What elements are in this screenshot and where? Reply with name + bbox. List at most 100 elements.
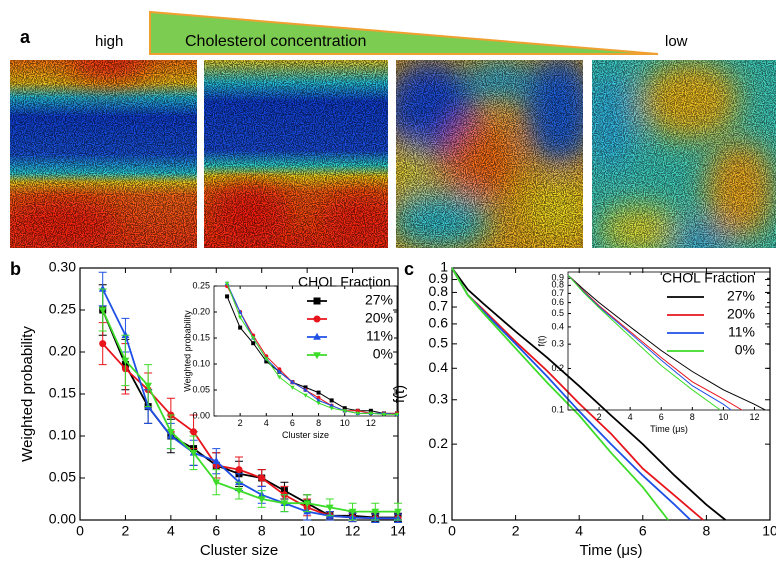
x-tick-label: 0 — [76, 523, 84, 539]
series-line — [103, 310, 398, 518]
y-tick-label: 0.2 — [551, 363, 564, 373]
legend-label: 0% — [373, 346, 393, 362]
x-tick-label: 4 — [575, 523, 583, 539]
y-axis-label: Weighted probability — [182, 310, 192, 392]
legend-marker — [314, 298, 321, 305]
series-line — [103, 344, 398, 519]
x-tick-label: 8 — [703, 523, 711, 539]
y-tick-label: 0.7 — [429, 298, 449, 314]
x-tick-label: 10 — [340, 418, 350, 428]
series-line — [452, 268, 726, 520]
marker — [236, 466, 243, 473]
x-tick-label: 10 — [762, 523, 776, 539]
wedge-label: Cholesterol concentration — [185, 33, 366, 50]
y-tick-label: 0.15 — [192, 332, 210, 342]
marker — [99, 340, 106, 347]
legend-label: 11% — [728, 324, 755, 340]
x-tick-label: 4 — [628, 412, 633, 422]
y-tick-label: 0.3 — [429, 390, 449, 406]
heatmap — [204, 60, 400, 248]
y-tick-label: 0.5 — [551, 308, 564, 318]
x-tick-label: 2 — [512, 523, 520, 539]
y-tick-label: 0.4 — [429, 359, 449, 375]
marker — [190, 428, 197, 435]
y-tick-label: 0.3 — [551, 339, 564, 349]
x-tick-label: 12 — [345, 523, 361, 539]
y-tick-label: 0.00 — [49, 511, 76, 527]
y-tick-label: 0.6 — [551, 297, 564, 307]
x-tick-label: 6 — [212, 523, 220, 539]
y-tick-label: 0.9 — [551, 273, 564, 283]
marker — [330, 398, 334, 402]
panel-label: a — [20, 27, 31, 47]
x-tick-label: 8 — [258, 523, 266, 539]
series-line — [103, 289, 398, 518]
x-tick-label: 0 — [448, 523, 456, 539]
y-tick-label: 0.00 — [192, 410, 210, 420]
marker — [225, 294, 229, 298]
y-axis-label: Weighted probability — [19, 326, 36, 462]
x-tick-label: 8 — [316, 418, 321, 428]
legend-label: 27% — [365, 292, 393, 308]
plot-frame — [452, 268, 770, 520]
figure: a high Cholesterol concentration low 0 2 4… — [0, 0, 776, 564]
x-tick-label: 2 — [122, 523, 130, 539]
y-tick-label: 0.15 — [49, 385, 76, 401]
legend-label: 27% — [727, 288, 755, 304]
y-tick-label: 0.25 — [192, 280, 210, 290]
x-axis-label: Cluster size — [200, 542, 278, 559]
x-tick-label: 4 — [167, 523, 175, 539]
x-tick-label: 14 — [390, 523, 406, 539]
y-tick-label: 0.1 — [429, 511, 449, 527]
x-tick-label: 6 — [290, 418, 295, 428]
marker — [317, 391, 321, 395]
y-tick-label: 1 — [440, 259, 448, 275]
marker — [258, 475, 265, 482]
x-tick-label: 4 — [264, 418, 269, 428]
marker — [238, 326, 242, 330]
y-tick-label: 0.20 — [192, 306, 210, 316]
y-tick-label: 0.1 — [551, 404, 564, 414]
y-tick-label: 0.05 — [49, 469, 76, 485]
x-axis-label: Time (μs) — [579, 542, 642, 559]
x-tick-label: 10 — [299, 523, 315, 539]
x-tick-label: 6 — [639, 523, 647, 539]
legend-label: 11% — [366, 328, 393, 344]
x-tick-label: 12 — [366, 418, 376, 428]
panel-label: b — [10, 259, 21, 279]
y-tick-label: 0.20 — [49, 343, 76, 359]
y-tick-label: 0.30 — [49, 259, 76, 275]
x-tick-label: 2 — [597, 412, 602, 422]
x-tick-label: 2 — [238, 418, 243, 428]
panel-a: a high Cholesterol concentration low — [0, 12, 776, 255]
marker — [251, 341, 255, 345]
y-tick-label: 0.10 — [192, 358, 210, 368]
legend-label: 0% — [735, 342, 755, 358]
series-line — [452, 268, 691, 520]
x-tick-label: 12 — [749, 412, 759, 422]
legend-marker — [314, 316, 321, 323]
low-label: low — [665, 33, 688, 50]
x-axis-label: Time (μs) — [650, 424, 688, 434]
x-axis-label: Cluster size — [282, 430, 329, 440]
y-axis-label: f(t) — [536, 336, 546, 347]
legend-label: 20% — [365, 310, 393, 326]
panel-label: c — [404, 259, 414, 279]
legend-label: 20% — [727, 306, 755, 322]
heatmap — [385, 55, 595, 250]
y-tick-label: 0.5 — [429, 335, 449, 351]
y-tick-label: 0.10 — [49, 427, 76, 443]
x-tick-label: 8 — [690, 412, 695, 422]
x-tick-label: 10 — [718, 412, 728, 422]
y-tick-label: 0.25 — [49, 301, 76, 317]
series-line — [452, 268, 703, 520]
y-tick-label: 0.2 — [429, 435, 449, 451]
series-line — [568, 275, 742, 410]
high-label: high — [95, 33, 123, 50]
y-tick-label: 0.6 — [429, 315, 449, 331]
heatmap — [585, 60, 776, 255]
y-tick-label: 0.4 — [551, 321, 564, 331]
x-tick-label: 6 — [659, 412, 664, 422]
y-axis-label: f(t) — [391, 385, 408, 403]
heatmap — [0, 44, 197, 250]
